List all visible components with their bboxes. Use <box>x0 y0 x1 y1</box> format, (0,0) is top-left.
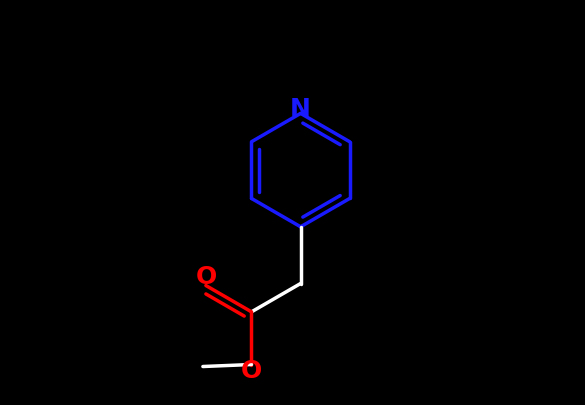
Text: O: O <box>241 358 262 383</box>
Text: N: N <box>290 97 311 122</box>
Text: O: O <box>195 265 216 290</box>
